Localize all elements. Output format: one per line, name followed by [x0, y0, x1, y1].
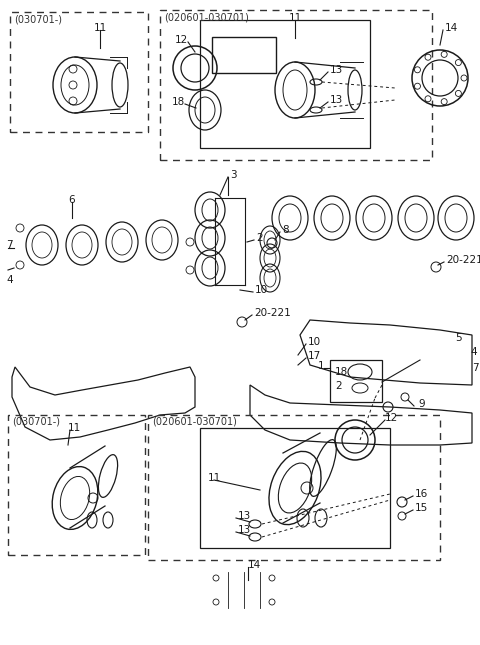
Text: 15: 15 — [415, 503, 428, 513]
Text: (030701-): (030701-) — [14, 14, 62, 24]
Bar — [200, 20, 370, 148]
Text: (020601-030701): (020601-030701) — [164, 12, 249, 22]
Text: 12: 12 — [385, 413, 398, 423]
Text: 18: 18 — [335, 367, 348, 377]
Text: 1: 1 — [317, 361, 324, 371]
Bar — [200, 428, 390, 548]
Text: 8: 8 — [282, 225, 288, 235]
Text: 11: 11 — [288, 13, 301, 23]
Text: 11: 11 — [68, 423, 81, 433]
Text: 17: 17 — [308, 351, 321, 361]
Text: 7: 7 — [6, 240, 12, 250]
Text: 20-221: 20-221 — [254, 308, 291, 318]
Text: 11: 11 — [94, 23, 107, 33]
Text: 3: 3 — [230, 170, 237, 180]
Text: 2: 2 — [335, 381, 342, 391]
Text: 6: 6 — [69, 195, 75, 205]
Text: (030701-): (030701-) — [12, 417, 60, 427]
Text: 12: 12 — [175, 35, 188, 45]
Text: 7: 7 — [472, 363, 479, 373]
Bar — [8, 415, 145, 555]
Text: 14: 14 — [445, 23, 458, 33]
Text: 9: 9 — [418, 399, 425, 409]
Text: 10: 10 — [308, 337, 321, 347]
Text: 16: 16 — [415, 489, 428, 499]
Bar — [330, 360, 382, 402]
Text: 4: 4 — [6, 275, 12, 285]
Text: 14: 14 — [248, 560, 261, 570]
Text: 5: 5 — [455, 333, 462, 343]
Text: 13: 13 — [330, 65, 343, 75]
Text: 20-221: 20-221 — [446, 255, 480, 265]
Text: 10: 10 — [255, 285, 268, 295]
Text: 11: 11 — [208, 473, 221, 483]
Text: 2: 2 — [256, 233, 263, 243]
Text: 13: 13 — [238, 525, 251, 535]
Bar — [160, 10, 432, 160]
Text: (020601-030701): (020601-030701) — [152, 417, 237, 427]
Text: 13: 13 — [238, 511, 251, 521]
Text: 4: 4 — [470, 347, 477, 357]
Text: 13: 13 — [330, 95, 343, 105]
Bar — [148, 415, 440, 560]
Bar — [10, 12, 148, 132]
Text: 18: 18 — [172, 97, 185, 107]
